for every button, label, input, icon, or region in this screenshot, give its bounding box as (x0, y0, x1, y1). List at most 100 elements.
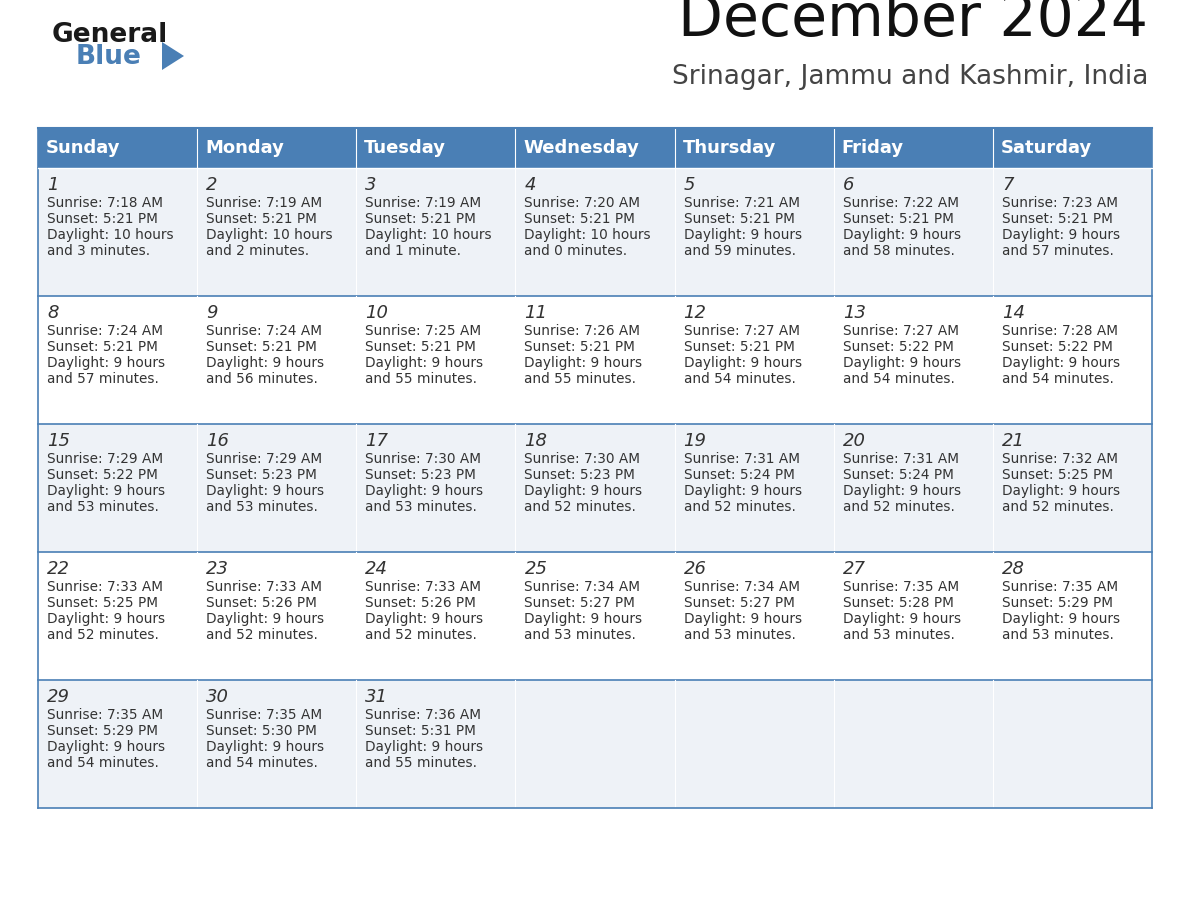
Text: Sunset: 5:23 PM: Sunset: 5:23 PM (365, 468, 476, 482)
Text: Sunrise: 7:30 AM: Sunrise: 7:30 AM (524, 452, 640, 466)
Text: and 57 minutes.: and 57 minutes. (48, 372, 159, 386)
Text: Sunset: 5:21 PM: Sunset: 5:21 PM (365, 212, 476, 226)
Text: and 54 minutes.: and 54 minutes. (1001, 372, 1113, 386)
Text: Sunrise: 7:35 AM: Sunrise: 7:35 AM (842, 580, 959, 594)
Text: Sunset: 5:26 PM: Sunset: 5:26 PM (207, 596, 317, 610)
Text: Sunset: 5:21 PM: Sunset: 5:21 PM (48, 212, 158, 226)
Text: Sunset: 5:21 PM: Sunset: 5:21 PM (1001, 212, 1113, 226)
Text: 10: 10 (365, 304, 388, 322)
Text: Blue: Blue (76, 44, 141, 70)
Text: Sunset: 5:28 PM: Sunset: 5:28 PM (842, 596, 954, 610)
Text: Sunrise: 7:24 AM: Sunrise: 7:24 AM (207, 324, 322, 338)
Text: Sunset: 5:21 PM: Sunset: 5:21 PM (524, 212, 636, 226)
Text: Sunrise: 7:33 AM: Sunrise: 7:33 AM (365, 580, 481, 594)
Text: 3: 3 (365, 176, 377, 194)
Text: Sunset: 5:21 PM: Sunset: 5:21 PM (365, 340, 476, 354)
Text: Sunset: 5:29 PM: Sunset: 5:29 PM (1001, 596, 1113, 610)
Text: 16: 16 (207, 432, 229, 450)
Text: and 59 minutes.: and 59 minutes. (683, 244, 796, 258)
Bar (38, 296, 1152, 424)
Text: Daylight: 9 hours: Daylight: 9 hours (1001, 484, 1120, 498)
Text: and 52 minutes.: and 52 minutes. (842, 500, 955, 514)
Text: 9: 9 (207, 304, 217, 322)
Text: Daylight: 9 hours: Daylight: 9 hours (365, 356, 484, 370)
Text: Daylight: 9 hours: Daylight: 9 hours (365, 740, 484, 754)
Text: and 1 minute.: and 1 minute. (365, 244, 461, 258)
Text: and 54 minutes.: and 54 minutes. (48, 756, 159, 770)
Text: Sunset: 5:24 PM: Sunset: 5:24 PM (842, 468, 954, 482)
Text: Daylight: 9 hours: Daylight: 9 hours (365, 484, 484, 498)
Text: Daylight: 10 hours: Daylight: 10 hours (365, 228, 492, 242)
Text: Sunset: 5:21 PM: Sunset: 5:21 PM (207, 212, 317, 226)
Text: and 55 minutes.: and 55 minutes. (524, 372, 637, 386)
Text: Daylight: 10 hours: Daylight: 10 hours (48, 228, 173, 242)
Text: Daylight: 9 hours: Daylight: 9 hours (842, 228, 961, 242)
Text: Sunrise: 7:19 AM: Sunrise: 7:19 AM (207, 196, 322, 210)
Text: Sunrise: 7:34 AM: Sunrise: 7:34 AM (524, 580, 640, 594)
Text: 29: 29 (48, 688, 70, 706)
Text: Daylight: 9 hours: Daylight: 9 hours (683, 228, 802, 242)
Text: and 58 minutes.: and 58 minutes. (842, 244, 955, 258)
Text: Sunrise: 7:34 AM: Sunrise: 7:34 AM (683, 580, 800, 594)
Text: Daylight: 9 hours: Daylight: 9 hours (48, 612, 165, 626)
Text: and 52 minutes.: and 52 minutes. (365, 628, 478, 642)
Text: Sunrise: 7:31 AM: Sunrise: 7:31 AM (683, 452, 800, 466)
Text: Sunrise: 7:36 AM: Sunrise: 7:36 AM (365, 708, 481, 722)
Text: Daylight: 10 hours: Daylight: 10 hours (207, 228, 333, 242)
Text: 30: 30 (207, 688, 229, 706)
Text: 28: 28 (1001, 560, 1025, 578)
Text: and 54 minutes.: and 54 minutes. (207, 756, 318, 770)
Text: and 53 minutes.: and 53 minutes. (48, 500, 159, 514)
Text: Sunrise: 7:18 AM: Sunrise: 7:18 AM (48, 196, 163, 210)
Text: 14: 14 (1001, 304, 1025, 322)
Polygon shape (162, 42, 184, 70)
Text: Daylight: 9 hours: Daylight: 9 hours (48, 740, 165, 754)
Text: and 52 minutes.: and 52 minutes. (48, 628, 159, 642)
Text: Sunrise: 7:26 AM: Sunrise: 7:26 AM (524, 324, 640, 338)
Text: General: General (52, 22, 169, 48)
Text: Sunrise: 7:31 AM: Sunrise: 7:31 AM (842, 452, 959, 466)
Text: Sunset: 5:22 PM: Sunset: 5:22 PM (1001, 340, 1113, 354)
Text: Daylight: 9 hours: Daylight: 9 hours (524, 356, 643, 370)
Text: Sunset: 5:21 PM: Sunset: 5:21 PM (683, 212, 795, 226)
Text: Sunday: Sunday (46, 139, 120, 157)
Text: and 56 minutes.: and 56 minutes. (207, 372, 318, 386)
Text: Daylight: 9 hours: Daylight: 9 hours (207, 484, 324, 498)
Text: Sunrise: 7:28 AM: Sunrise: 7:28 AM (1001, 324, 1118, 338)
Text: Daylight: 10 hours: Daylight: 10 hours (524, 228, 651, 242)
Text: Sunset: 5:27 PM: Sunset: 5:27 PM (524, 596, 636, 610)
Text: and 54 minutes.: and 54 minutes. (842, 372, 955, 386)
Text: Sunrise: 7:22 AM: Sunrise: 7:22 AM (842, 196, 959, 210)
Text: and 53 minutes.: and 53 minutes. (1001, 628, 1113, 642)
Text: 23: 23 (207, 560, 229, 578)
Text: 12: 12 (683, 304, 707, 322)
Text: Sunrise: 7:21 AM: Sunrise: 7:21 AM (683, 196, 800, 210)
Text: Sunrise: 7:24 AM: Sunrise: 7:24 AM (48, 324, 163, 338)
Text: Sunset: 5:29 PM: Sunset: 5:29 PM (48, 724, 158, 738)
Text: Sunset: 5:22 PM: Sunset: 5:22 PM (842, 340, 954, 354)
Text: Tuesday: Tuesday (365, 139, 447, 157)
Text: Sunset: 5:21 PM: Sunset: 5:21 PM (683, 340, 795, 354)
Text: Daylight: 9 hours: Daylight: 9 hours (842, 356, 961, 370)
Text: Sunrise: 7:32 AM: Sunrise: 7:32 AM (1001, 452, 1118, 466)
Bar (38, 128, 1152, 168)
Text: and 52 minutes.: and 52 minutes. (1001, 500, 1113, 514)
Text: Sunrise: 7:27 AM: Sunrise: 7:27 AM (683, 324, 800, 338)
Text: Sunset: 5:21 PM: Sunset: 5:21 PM (524, 340, 636, 354)
Text: Sunrise: 7:30 AM: Sunrise: 7:30 AM (365, 452, 481, 466)
Text: 15: 15 (48, 432, 70, 450)
Text: Daylight: 9 hours: Daylight: 9 hours (1001, 612, 1120, 626)
Text: Sunrise: 7:29 AM: Sunrise: 7:29 AM (48, 452, 163, 466)
Text: Daylight: 9 hours: Daylight: 9 hours (524, 612, 643, 626)
Text: 11: 11 (524, 304, 548, 322)
Text: Daylight: 9 hours: Daylight: 9 hours (1001, 228, 1120, 242)
Text: Daylight: 9 hours: Daylight: 9 hours (207, 612, 324, 626)
Text: Sunrise: 7:29 AM: Sunrise: 7:29 AM (207, 452, 322, 466)
Bar (38, 168, 1152, 296)
Text: Sunrise: 7:35 AM: Sunrise: 7:35 AM (207, 708, 322, 722)
Text: 7: 7 (1001, 176, 1013, 194)
Text: and 53 minutes.: and 53 minutes. (683, 628, 796, 642)
Text: 22: 22 (48, 560, 70, 578)
Text: 5: 5 (683, 176, 695, 194)
Text: and 52 minutes.: and 52 minutes. (207, 628, 318, 642)
